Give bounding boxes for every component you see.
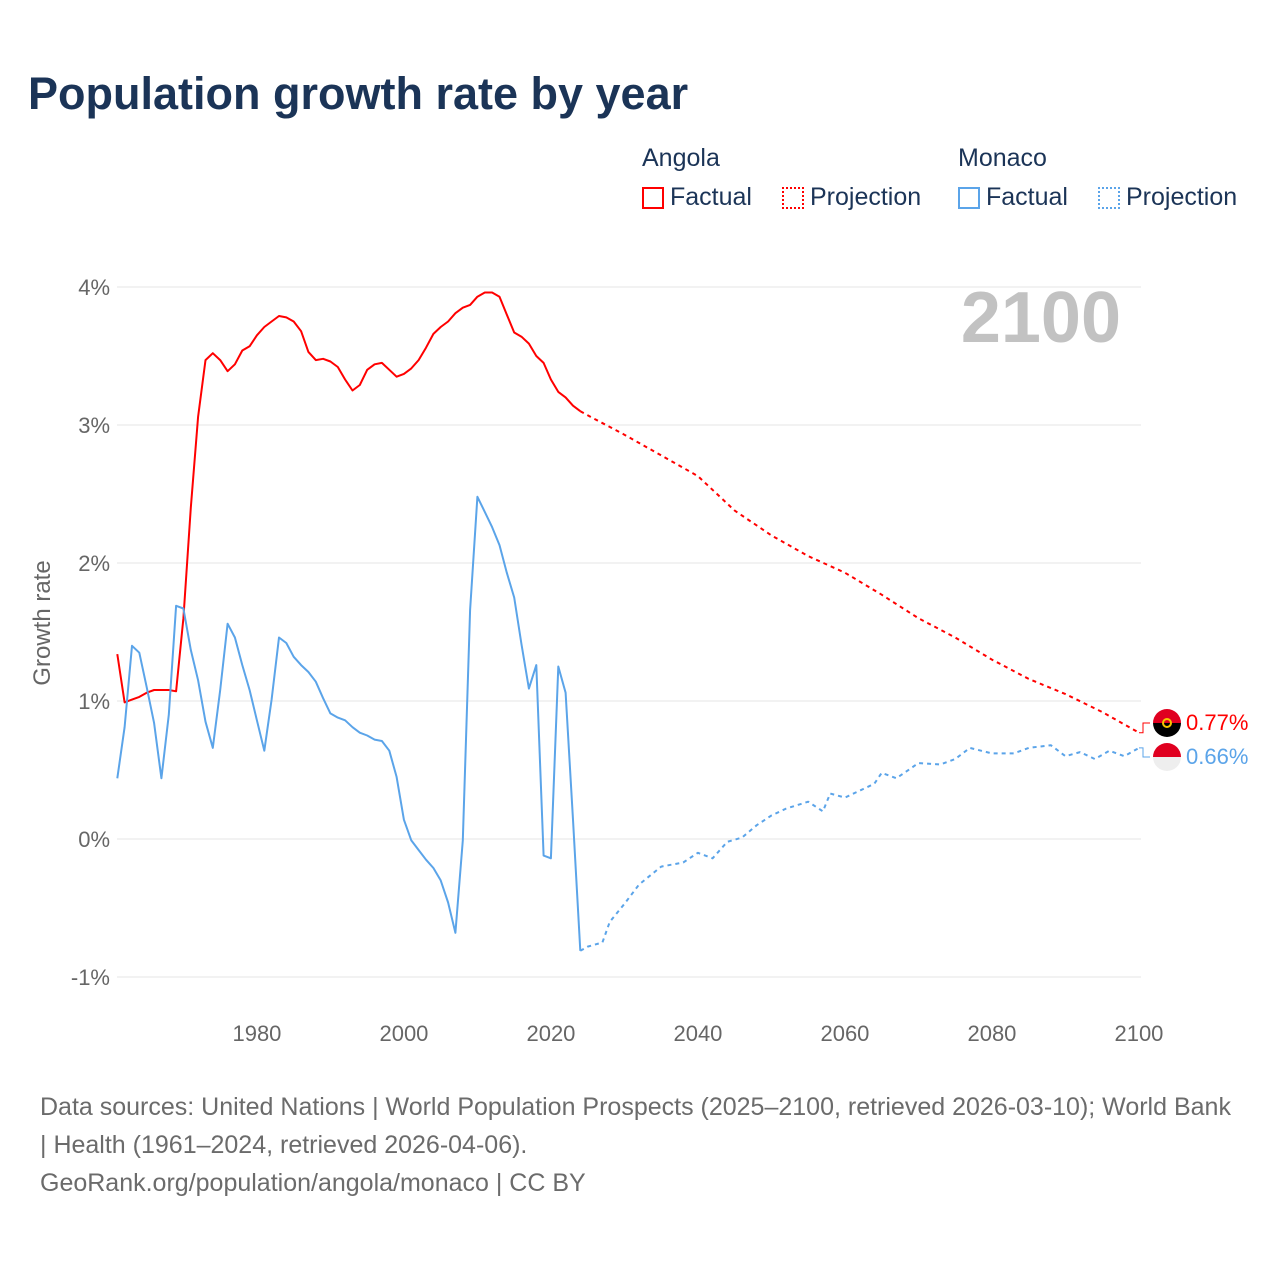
legend-monaco: Monaco Factual Projection (958, 144, 1237, 212)
y-tick-label: 1% (78, 689, 110, 714)
legend-monaco-projection[interactable]: Projection (1097, 183, 1238, 212)
legend-angola: Angola Factual Projection (642, 144, 921, 212)
legend-label: Factual (986, 183, 1068, 211)
legend-swatch-solid (958, 186, 980, 209)
y-tick-label: -1% (71, 965, 110, 990)
legend-label: Factual (670, 183, 752, 211)
x-tick-label: 1980 (232, 1021, 281, 1046)
monaco-factual-line (116, 495, 582, 951)
y-tick-label: 0% (78, 827, 110, 852)
legend-label: Projection (1125, 183, 1238, 211)
footer: Data sources: United Nations | World Pop… (40, 1088, 1240, 1202)
angola-factual-line (116, 291, 581, 704)
legend-swatch-dotted (781, 186, 804, 209)
angola-flag-icon (1153, 709, 1181, 737)
x-tick-label: 2000 (379, 1021, 428, 1046)
monaco-end-connector (1139, 747, 1150, 758)
legend-label: Projection (809, 183, 922, 211)
y-tick-label: 3% (78, 413, 110, 438)
y-tick-label: 4% (78, 275, 110, 300)
monaco-projection-line (579, 744, 1140, 952)
x-tick-label: 2100 (1114, 1021, 1163, 1046)
legend-swatch-dotted (1097, 186, 1120, 209)
legend-angola-projection[interactable]: Projection (781, 183, 922, 212)
legend-swatch-solid (642, 186, 664, 209)
x-tick-label: 2040 (673, 1021, 722, 1046)
legend-monaco-factual[interactable]: Factual (958, 183, 1068, 212)
y-axis-label: Growth rate (29, 560, 56, 685)
x-tick-label: 2080 (967, 1021, 1016, 1046)
x-tick-label: 2060 (820, 1021, 869, 1046)
credit-link[interactable]: GeoRank.org/population/angola/monaco | C… (40, 1169, 586, 1197)
data-sources: Data sources: United Nations | World Pop… (40, 1093, 1231, 1159)
y-tick-label: 2% (78, 551, 110, 576)
monaco-flag-icon (1153, 743, 1181, 771)
x-tick-label: 2020 (526, 1021, 575, 1046)
chart-title: Population growth rate by year (28, 68, 689, 119)
year-display: 2100 (961, 278, 1121, 358)
angola-end-label: 0.77% (1186, 710, 1248, 735)
angola-end-connector (1139, 722, 1150, 734)
monaco-end-label: 0.66% (1186, 744, 1248, 769)
legend-group-name: Monaco (958, 144, 1047, 172)
angola-projection-line (579, 410, 1140, 734)
legend-angola-factual[interactable]: Factual (642, 183, 752, 212)
legend-group-name: Angola (642, 144, 720, 172)
